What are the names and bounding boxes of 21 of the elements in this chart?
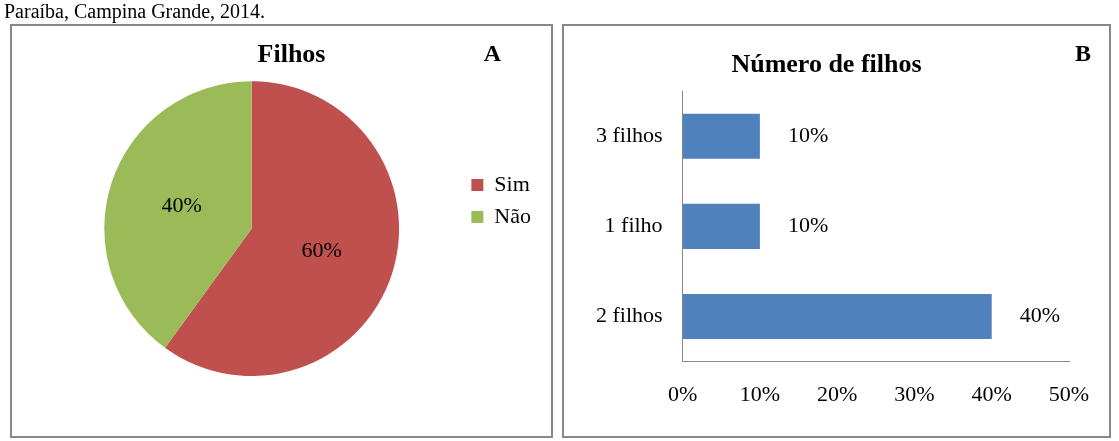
legend-label: Sim [494, 170, 530, 196]
x-tick-label: 10% [739, 380, 781, 406]
x-tick-label: 30% [894, 380, 935, 406]
data-label: 60% [301, 237, 342, 263]
y-tick-label: 1 filho [604, 212, 663, 238]
data-label: 10% [787, 212, 829, 238]
text: Paraíba, Campina Grande, 2014. [4, 0, 266, 22]
data-label: 10% [787, 122, 829, 148]
data-label: 40% [161, 191, 202, 217]
chart-title: Número de filhos [731, 49, 922, 79]
x-tick-label: 40% [971, 380, 1012, 406]
text: A [483, 40, 501, 67]
y-tick-label: 2 filhos [595, 302, 663, 328]
text: B [1074, 40, 1091, 67]
data-label: 40% [1019, 302, 1061, 328]
x-tick-label: 0% [667, 380, 698, 406]
x-tick-label: 50% [1048, 380, 1090, 406]
x-tick-label: 20% [817, 380, 858, 406]
y-tick-label: 3 filhos [595, 122, 663, 148]
chart-title: Filhos [257, 39, 326, 69]
legend-label: Não [494, 202, 531, 228]
